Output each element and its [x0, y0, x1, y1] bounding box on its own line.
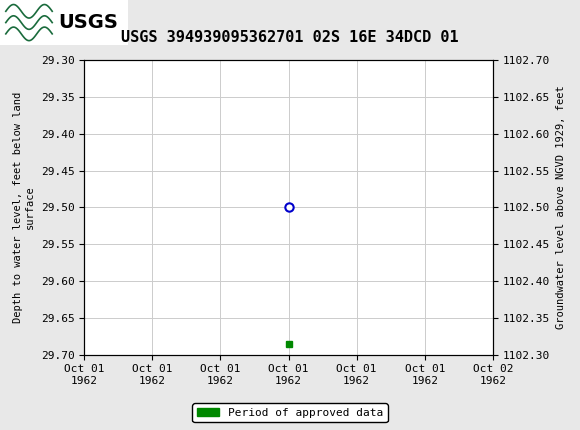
Y-axis label: Groundwater level above NGVD 1929, feet: Groundwater level above NGVD 1929, feet — [556, 86, 566, 329]
Legend: Period of approved data: Period of approved data — [193, 403, 387, 422]
Bar — [0, 0, 128, 45]
Text: USGS 394939095362701 02S 16E 34DCD 01: USGS 394939095362701 02S 16E 34DCD 01 — [121, 30, 459, 45]
Y-axis label: Depth to water level, feet below land
surface: Depth to water level, feet below land su… — [13, 92, 35, 323]
Text: USGS: USGS — [58, 13, 118, 32]
